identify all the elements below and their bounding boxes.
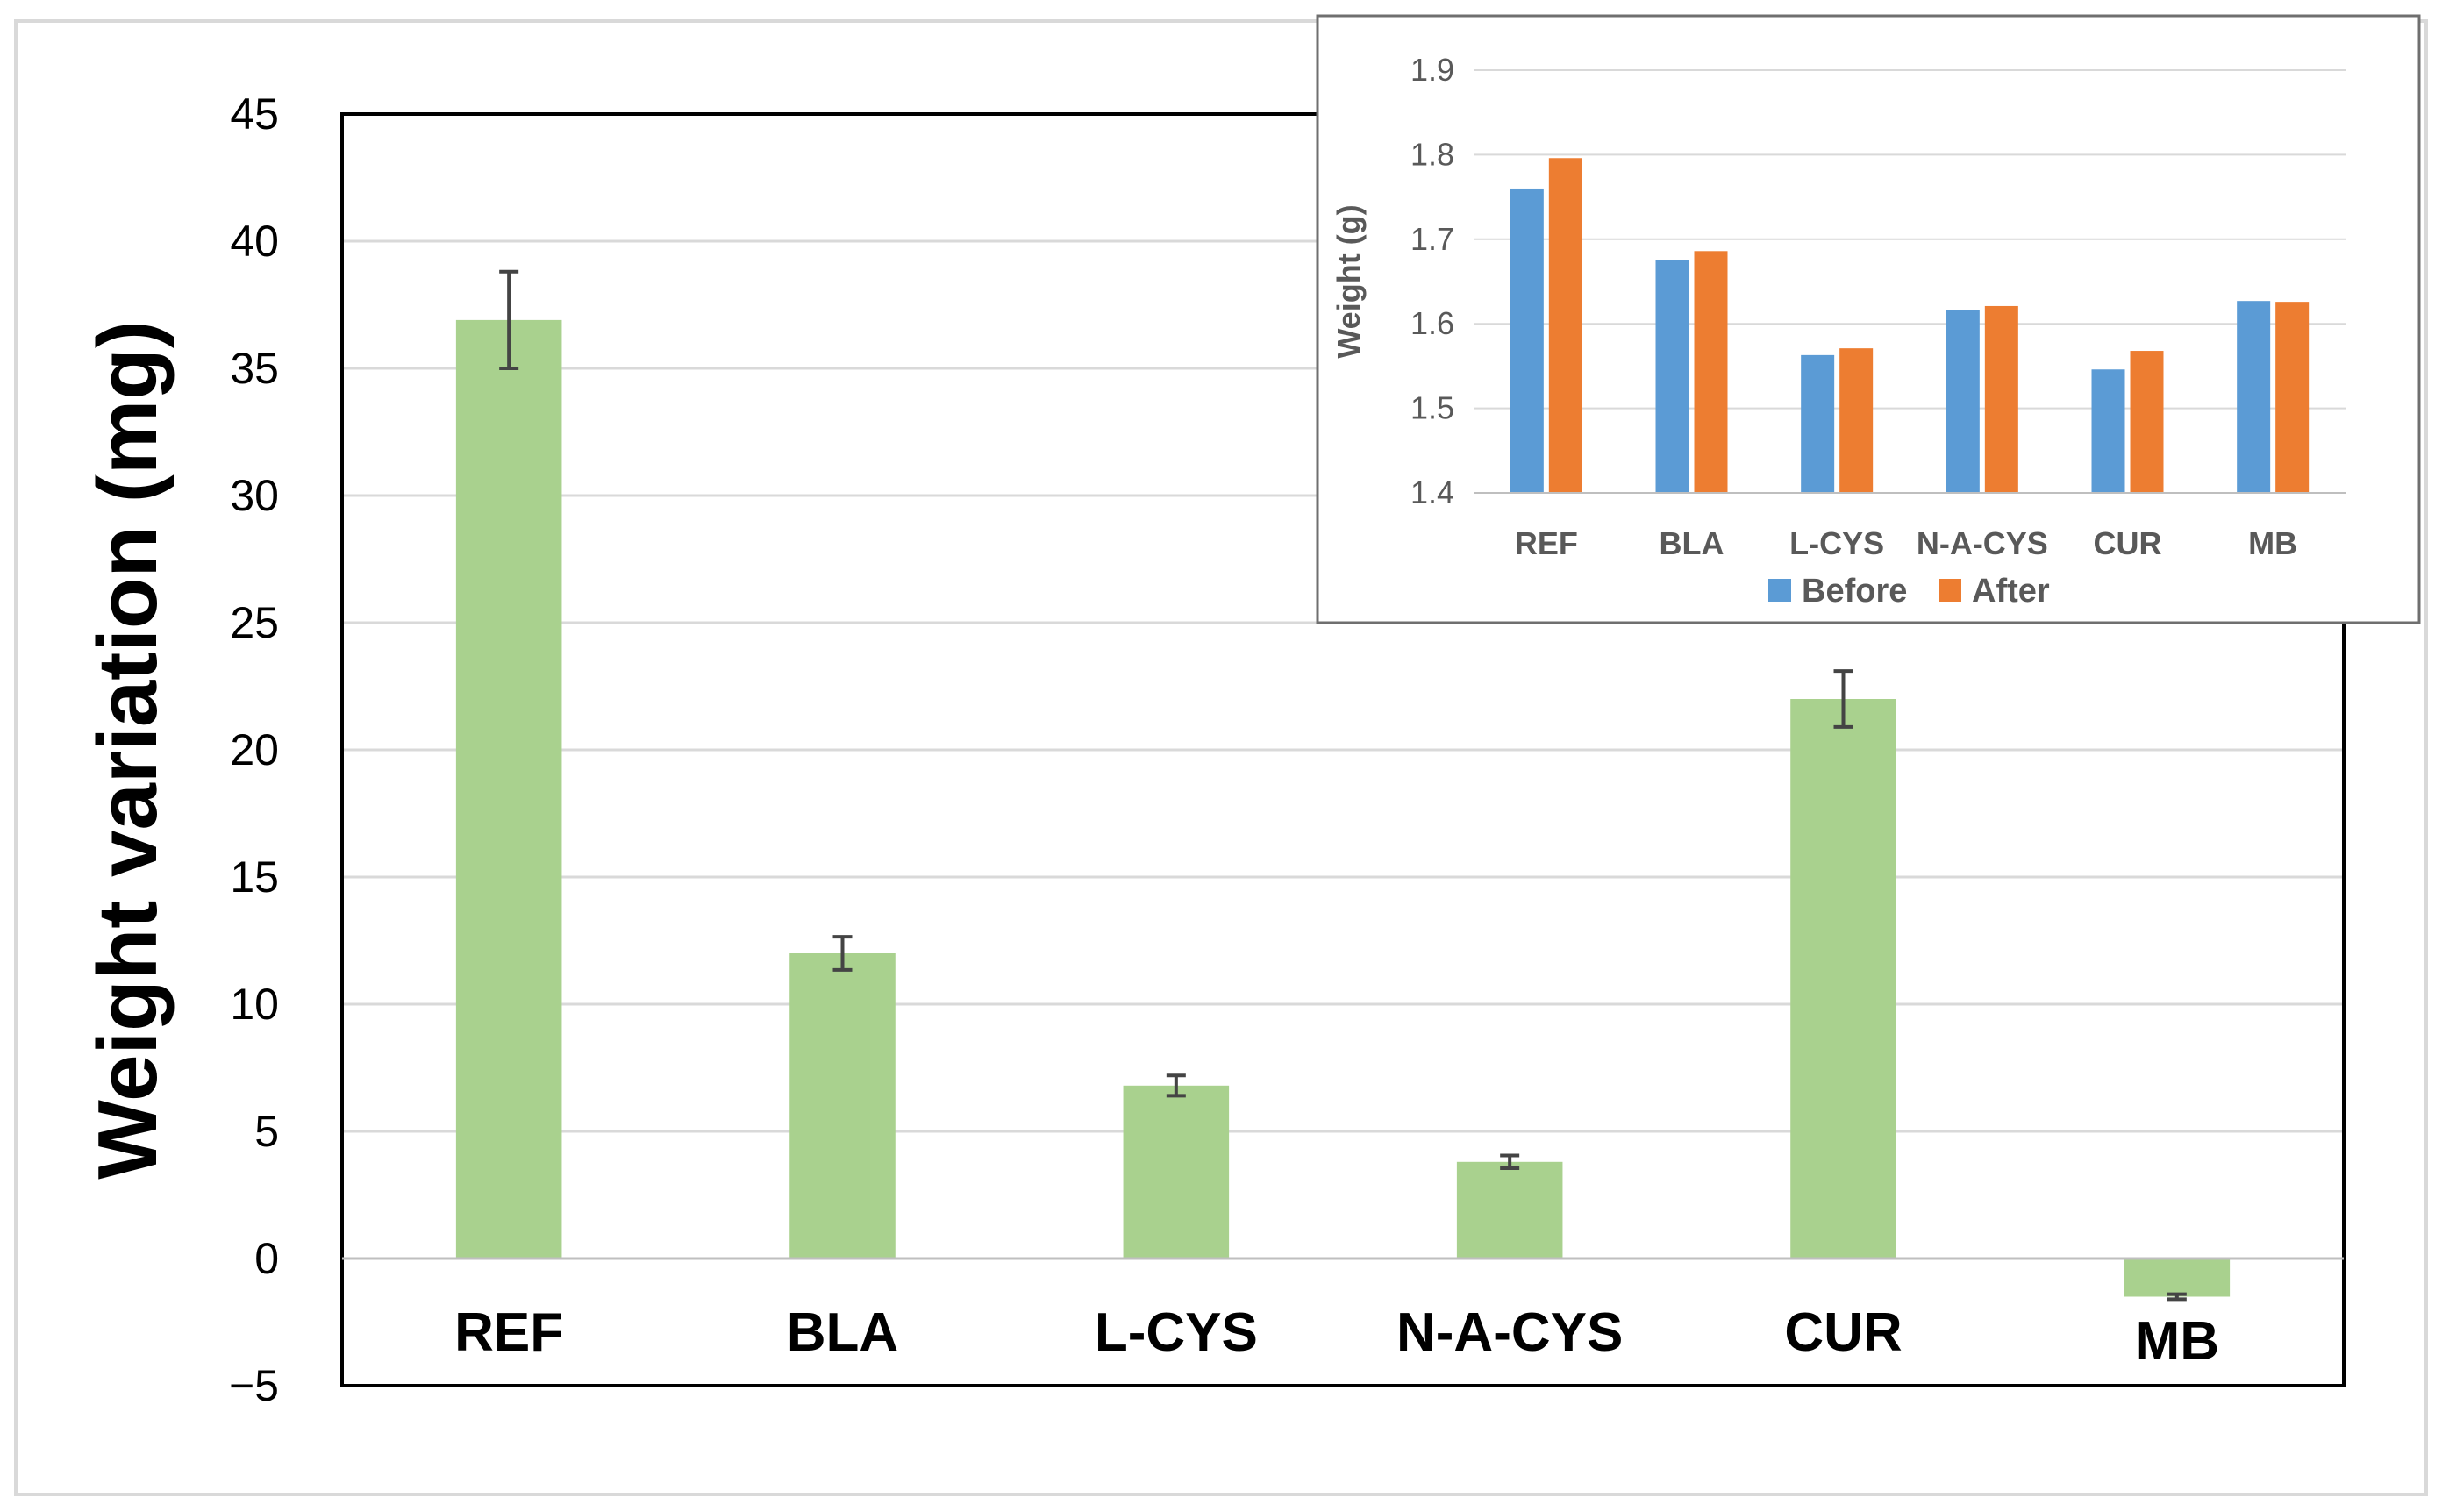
main-category-label: CUR	[1784, 1302, 1902, 1363]
inset-category-label: L-CYS	[1789, 525, 1884, 561]
inset-bar-before-l-cys	[1801, 354, 1835, 493]
main-y-tick-label: 25	[230, 598, 279, 647]
main-category-label: MB	[2135, 1311, 2219, 1372]
inset-bar-before-n-a-cys	[1946, 310, 1980, 493]
main-y-tick-label: 0	[254, 1234, 279, 1283]
inset-legend-label-after: After	[1972, 573, 2050, 610]
inset-category-label: MB	[2248, 525, 2297, 561]
inset-bar-after-cur	[2130, 351, 2164, 493]
inset-legend-swatch-before	[1768, 579, 1791, 602]
inset-y-tick-label: 1.4	[1410, 474, 1454, 510]
main-y-tick-label: 10	[230, 980, 279, 1029]
main-y-tick-label: 5	[254, 1107, 279, 1156]
main-y-tick-label: 45	[230, 89, 279, 139]
main-bar-ref	[455, 319, 562, 1259]
inset-bar-after-ref	[1548, 158, 1582, 494]
inset-bar-before-ref	[1510, 188, 1544, 493]
main-y-tick-label: 15	[230, 852, 279, 902]
inset-bar-before-bla	[1655, 260, 1689, 493]
main-bar-mb	[2124, 1259, 2231, 1297]
main-category-label: L-CYS	[1095, 1302, 1258, 1363]
inset-legend-label-before: Before	[1802, 573, 1907, 610]
inset-y-axis-title: Weight (g)	[1331, 204, 1367, 358]
inset-y-tick-label: 1.9	[1410, 52, 1454, 88]
inset-y-tick-label: 1.5	[1410, 390, 1454, 426]
main-y-tick-label: 20	[230, 725, 279, 774]
main-bar-bla	[789, 953, 896, 1259]
inset-bar-before-cur	[2091, 369, 2125, 493]
main-bar-l-cys	[1123, 1085, 1230, 1259]
main-y-tick-label: 40	[230, 217, 279, 266]
main-y-axis-title: Weight variation (mg)	[81, 320, 175, 1180]
inset-category-label: N-A-CYS	[1917, 525, 2048, 561]
main-category-label: REF	[454, 1302, 563, 1363]
inset-bar-after-mb	[2275, 302, 2310, 493]
inset-bar-after-l-cys	[1839, 348, 1874, 493]
inset-bar-after-n-a-cys	[1984, 305, 2018, 493]
inset-bar-before-mb	[2237, 301, 2271, 493]
inset-bar-after-bla	[1694, 251, 1728, 493]
inset-category-label: BLA	[1660, 525, 1724, 561]
main-y-tick-label: 35	[230, 344, 279, 393]
main-category-label: N-A-CYS	[1396, 1302, 1623, 1363]
inset-y-tick-label: 1.8	[1410, 136, 1454, 172]
inset-bar-chart: 1.4 1.5 1.6 1.7 1.8 1.9 Weight (g) REF BLA L-CYS N…	[1316, 14, 2421, 624]
main-y-tick-label: 30	[230, 471, 279, 520]
inset-y-tick-label: 1.6	[1410, 305, 1454, 341]
main-bar-chart: −5 0 5 10 15 20 25 30 35 40 45 Weight variation (mg…	[81, 89, 2346, 1410]
inset-panel	[1316, 14, 2421, 624]
main-category-label: BLA	[787, 1302, 898, 1363]
main-bar-cur	[1790, 699, 1896, 1259]
main-y-tick-label: −5	[229, 1361, 279, 1410]
main-bar-n-a-cys	[1456, 1161, 1563, 1259]
inset-category-label: CUR	[2094, 525, 2162, 561]
inset-legend-swatch-after	[1939, 579, 1961, 602]
inset-category-label: REF	[1515, 525, 1578, 561]
inset-y-tick-label: 1.7	[1410, 221, 1454, 257]
